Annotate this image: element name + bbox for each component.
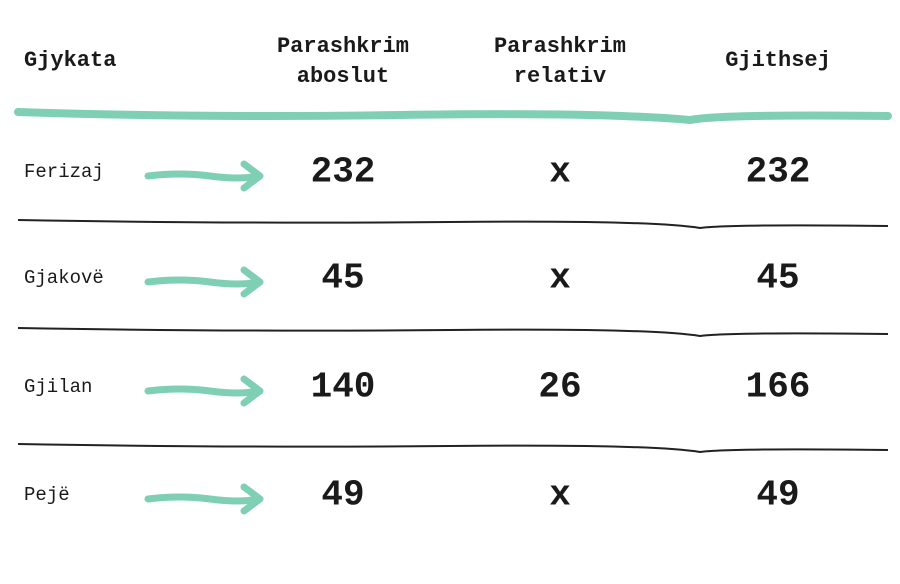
row-rule	[17, 443, 889, 454]
count: x	[549, 474, 571, 516]
count: 45	[321, 257, 365, 299]
count: x	[549, 257, 571, 299]
arrow	[144, 266, 264, 298]
court-name: Ferizaj	[24, 161, 104, 183]
count: 232	[310, 151, 376, 193]
count: 49	[756, 474, 800, 516]
count: 140	[310, 366, 376, 408]
arrow	[144, 483, 264, 515]
count: 26	[538, 366, 582, 408]
header-cell: Parashkrim relativ	[493, 34, 627, 89]
court-name: Pejë	[24, 484, 70, 506]
count: x	[549, 151, 571, 193]
count: 45	[756, 257, 800, 299]
header-rule	[14, 108, 892, 125]
court-name: Gjakovë	[24, 267, 104, 289]
header-cell: Gjykata	[24, 48, 117, 73]
row-rule	[17, 219, 889, 230]
header-cell: Parashkrim aboslut	[276, 34, 410, 89]
count: 49	[321, 474, 365, 516]
court-name: Gjilan	[24, 376, 93, 398]
arrow	[144, 375, 264, 407]
row-rule	[17, 327, 889, 338]
count: 232	[745, 151, 811, 193]
arrow	[144, 160, 264, 192]
header-cell: Gjithsej	[725, 48, 831, 73]
count: 166	[745, 366, 811, 408]
